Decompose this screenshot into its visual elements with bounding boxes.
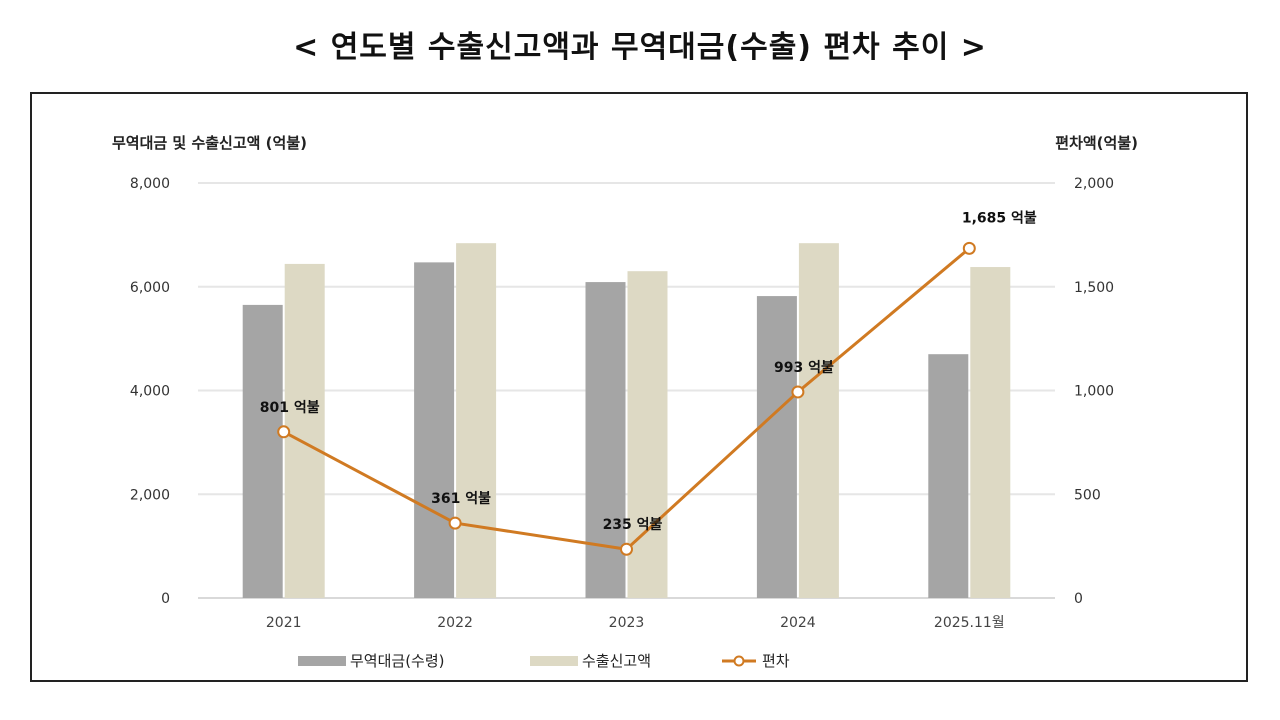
x-tick-label: 2023 (609, 615, 645, 631)
right-tick-label: 2,000 (1074, 176, 1114, 192)
bar-trade-payment (414, 262, 455, 598)
x-tick-label: 2024 (780, 615, 816, 631)
line-point (620, 542, 633, 556)
x-tick-label: 2021 (266, 615, 302, 631)
legend-swatch-export-declaration (530, 656, 578, 666)
line-deviation (282, 247, 971, 551)
bar-export-declaration (284, 263, 325, 598)
right-tick-label: 1,500 (1074, 280, 1114, 296)
legend-marker (733, 655, 745, 667)
data-label: 1,685 억불 (962, 210, 1037, 226)
bar-trade-payment (756, 296, 797, 598)
legend-label: 수출신고액 (582, 652, 651, 670)
right-tick-label: 1,000 (1074, 384, 1114, 400)
left-axis-label: 무역대금 및 수출신고액 (억불) (112, 134, 307, 152)
bar-export-declaration (456, 243, 497, 599)
legend-swatch-trade-payment (298, 656, 346, 666)
right-tick-label: 0 (1074, 591, 1083, 607)
data-label: 361 억불 (431, 491, 491, 507)
left-tick-label: 6,000 (130, 280, 170, 296)
bar-trade-payment (242, 304, 283, 598)
data-label: 993 억불 (774, 360, 834, 376)
left-tick-label: 2,000 (130, 487, 170, 503)
legend-label: 무역대금(수령) (350, 652, 445, 670)
line-point (448, 516, 462, 530)
data-label: 801 억불 (260, 400, 320, 416)
left-tick-label: 0 (161, 591, 170, 607)
chart-frame (30, 92, 1248, 682)
line-point (791, 385, 805, 399)
right-tick-label: 500 (1074, 487, 1101, 503)
bar-export-declaration (798, 243, 839, 599)
bar-trade-payment (928, 354, 969, 598)
x-tick-label: 2025.11월 (934, 615, 1005, 631)
bar-export-declaration (627, 271, 668, 598)
bar-export-declaration (970, 267, 1011, 598)
line-point (277, 425, 291, 439)
x-tick-label: 2022 (437, 615, 473, 631)
data-label: 235 억불 (603, 517, 663, 533)
left-tick-label: 8,000 (130, 176, 170, 192)
left-tick-label: 4,000 (130, 384, 170, 400)
legend-label: 편차 (762, 652, 790, 670)
right-axis-label: 편차액(억불) (1055, 134, 1138, 152)
line-point (962, 241, 976, 255)
bar-trade-payment (585, 282, 626, 598)
chart-title: < 연도별 수출신고액과 무역대금(수출) 편차 추이 > (293, 30, 987, 65)
